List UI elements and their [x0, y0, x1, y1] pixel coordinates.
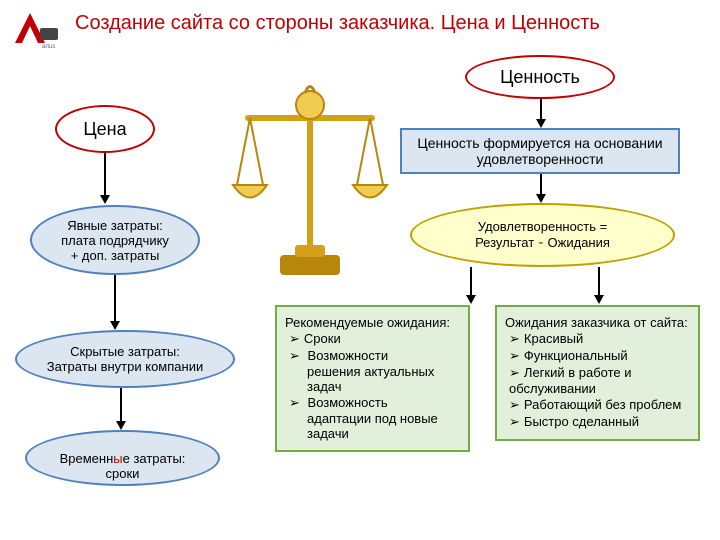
arrow — [104, 153, 106, 197]
arrow-head-icon — [116, 421, 126, 430]
exp-list: Красивый Функциональный Легкий в работе … — [505, 331, 690, 430]
expectations-box: Ожидания заказчика от сайта: Красивый Фу… — [495, 305, 700, 441]
time-costs-red-letter: ы — [113, 451, 122, 466]
scales-image — [225, 55, 395, 285]
satisfaction-label-bottom: Результат - Ожидания — [475, 234, 610, 251]
arrow — [540, 174, 542, 196]
value-ellipse: Ценность — [465, 55, 615, 99]
value-formed-box: Ценность формируется на основании удовле… — [400, 128, 680, 174]
price-ellipse: Цена — [55, 105, 155, 153]
arrow — [598, 267, 600, 297]
arrow-head-icon — [536, 119, 546, 128]
recs-item: Сроки — [289, 331, 460, 347]
arrow — [114, 275, 116, 323]
time-costs-ellipse: Временные затраты: сроки — [25, 430, 220, 486]
satisfaction-dash: - — [534, 234, 547, 251]
recs-item: Возможность адаптации под новые задачи — [289, 395, 460, 441]
arrow-head-icon — [594, 295, 604, 304]
exp-item: Легкий в работе и обслуживании — [509, 365, 690, 396]
exp-title: Ожидания заказчика от сайта: — [505, 315, 690, 330]
satisfaction-expectations: Ожидания — [548, 235, 610, 250]
recs-item: Возможности решения актуальных задач — [289, 348, 460, 394]
arrow-head-icon — [110, 321, 120, 330]
page-title: Создание сайта со стороны заказчика. Цен… — [75, 12, 600, 35]
arrow-head-icon — [466, 295, 476, 304]
satisfaction-result: Результат — [475, 235, 534, 250]
svg-text:artus: artus — [42, 44, 55, 50]
satisfaction-ellipse: Удовлетворенность = Результат - Ожидания — [410, 203, 675, 267]
time-costs-label: Временные затраты: сроки — [60, 436, 186, 481]
recs-title: Рекомендуемые ожидания: — [285, 315, 460, 330]
recs-list: Сроки Возможности решения актуальных зад… — [285, 331, 460, 441]
arrow-head-icon — [100, 195, 110, 204]
exp-item: Красивый — [509, 331, 690, 347]
arrow-head-icon — [536, 194, 546, 203]
exp-item: Быстро сделанный — [509, 414, 690, 430]
hidden-costs-ellipse: Скрытые затраты: Затраты внутри компании — [15, 330, 235, 388]
satisfaction-label-top: Удовлетворенность = — [478, 219, 607, 234]
exp-item: Работающий без проблем — [509, 397, 690, 413]
arrow — [540, 99, 542, 121]
logo: artus — [10, 8, 65, 50]
arrow — [470, 267, 472, 297]
explicit-costs-ellipse: Явные затраты: плата подрядчику + доп. з… — [30, 205, 200, 275]
arrow — [120, 388, 122, 423]
exp-item: Функциональный — [509, 348, 690, 364]
recommendations-box: Рекомендуемые ожидания: Сроки Возможност… — [275, 305, 470, 452]
time-costs-text-1: Временн — [60, 451, 114, 466]
